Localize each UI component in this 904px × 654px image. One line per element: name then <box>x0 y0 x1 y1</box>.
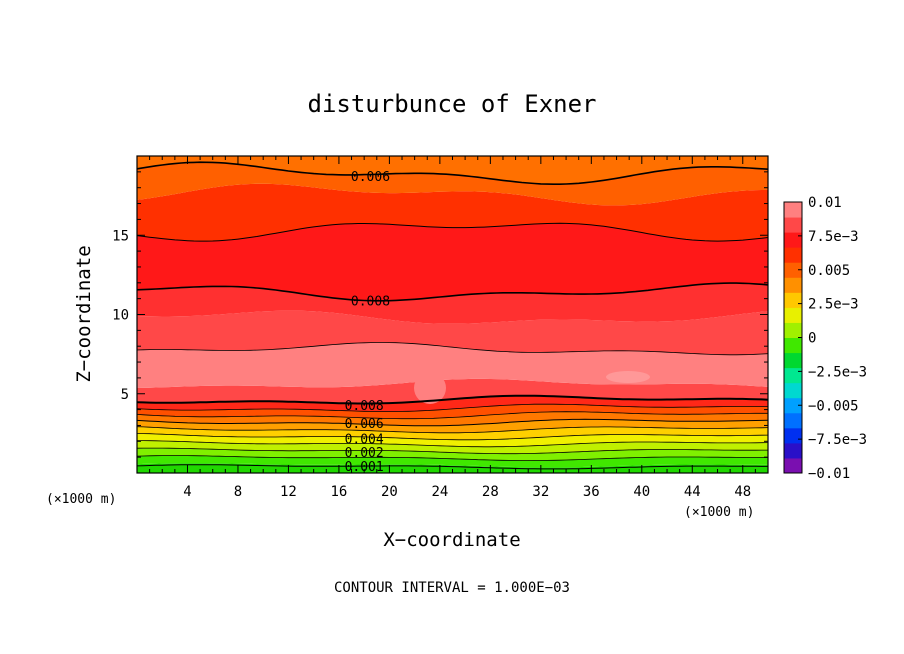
y-axis-title: Z−coordinate <box>73 245 95 382</box>
colorbar-tick-label-8: −0.01 <box>808 466 850 482</box>
x-tick-label-44: 44 <box>684 484 701 500</box>
contour-label-0: 0.006 <box>351 170 390 185</box>
colorbar-swatch-17 <box>784 202 802 218</box>
contour-label-6: 0.001 <box>345 460 384 475</box>
colorbar-swatch-6 <box>784 367 802 384</box>
colorbar-tick-label-3: 2.5e−3 <box>808 297 859 313</box>
x-unit-label-right: (×1000 m) <box>684 505 754 520</box>
contour-line-10 <box>137 342 768 356</box>
y-tick-label-15: 15 <box>112 228 129 244</box>
contour-label-1: 0.008 <box>351 295 390 310</box>
contour-line-5 <box>137 426 768 434</box>
colorbar-swatch-8 <box>784 337 802 354</box>
y-axis-ticks: 5 10 15 <box>112 171 768 458</box>
colorbar-swatch-10 <box>784 307 802 323</box>
contour-label-5: 0.002 <box>345 446 384 461</box>
contour-line-13 <box>137 161 768 185</box>
contour-band-7 <box>137 411 768 426</box>
colorbar-swatch-16 <box>784 217 802 233</box>
colorbar-tick-label-7: −7.5e−3 <box>808 432 867 448</box>
contour-band-12 <box>137 310 768 355</box>
colorbar: 0.01 7.5e−3 0.005 2.5e−3 0 −2.5e−3 −0.005 −7.5e… <box>783 195 867 482</box>
contour-line-7 <box>137 411 768 420</box>
contour-line-9 <box>137 394 768 405</box>
contour-highlight-blobs <box>414 371 650 404</box>
x-tick-label-36: 36 <box>583 484 600 500</box>
contour-band-16 <box>137 162 768 206</box>
x-tick-label-32: 32 <box>532 484 549 500</box>
contour-label-3: 0.006 <box>345 417 384 432</box>
colorbar-swatch-5 <box>784 382 802 399</box>
contour-bump-mid <box>414 372 446 404</box>
contour-band-14 <box>137 223 768 301</box>
colorbar-swatch-9 <box>784 322 802 338</box>
x-tick-label-48: 48 <box>734 484 751 500</box>
contour-blob-right <box>606 371 650 383</box>
contour-line-11 <box>137 282 768 302</box>
colorbar-swatch-4 <box>784 397 802 414</box>
colorbar-swatch-0 <box>784 457 802 474</box>
chart-title: disturbunce of Exner <box>308 90 597 118</box>
contour-line-3 <box>137 440 768 448</box>
contour-line-2 <box>137 447 768 455</box>
contour-label-2: 0.008 <box>345 399 384 414</box>
y-tick-label-10: 10 <box>112 308 129 324</box>
colorbar-swatch-2 <box>784 427 802 444</box>
x-axis-title: X−coordinate <box>383 529 520 551</box>
contour-line-12 <box>137 222 768 242</box>
colorbar-swatch-11 <box>784 292 802 308</box>
x-tick-label-40: 40 <box>633 484 650 500</box>
contour-line-1 <box>137 455 768 461</box>
colorbar-swatch-1 <box>784 442 802 459</box>
colorbar-swatch-12 <box>784 277 802 293</box>
contour-line-4 <box>137 433 768 441</box>
x-tick-label-28: 28 <box>482 484 499 500</box>
contour-line-0 <box>137 464 768 470</box>
x-tick-label-12: 12 <box>280 484 297 500</box>
colorbar-swatch-14 <box>784 247 802 263</box>
colorbar-tick-label-2: 0.005 <box>808 263 850 279</box>
x-tick-label-16: 16 <box>330 484 347 500</box>
contour-band-8 <box>137 404 768 419</box>
colorbar-swatch-13 <box>784 262 802 278</box>
contour-lines <box>137 161 768 470</box>
colorbar-tick-label-0: 0.01 <box>808 195 842 211</box>
contour-label-4: 0.004 <box>345 432 384 447</box>
contour-line-8 <box>137 403 768 412</box>
colorbar-swatch-3 <box>784 412 802 429</box>
colorbar-tick-label-1: 7.5e−3 <box>808 229 859 245</box>
contour-fill-bands <box>137 156 768 473</box>
colorbar-tick-label-6: −0.005 <box>808 398 859 414</box>
contour-band-0 <box>137 463 768 473</box>
x-tick-label-24: 24 <box>431 484 448 500</box>
x-axis-ticks: 4 8 12 16 20 24 28 32 36 40 44 48 <box>149 156 756 500</box>
x-tick-label-20: 20 <box>381 484 398 500</box>
contour-line-6 <box>137 418 768 427</box>
colorbar-swatch-7 <box>784 352 802 369</box>
colorbar-swatch-15 <box>784 232 802 248</box>
colorbar-tick-label-5: −2.5e−3 <box>808 364 867 380</box>
x-tick-label-4: 4 <box>183 484 191 500</box>
x-unit-label-left: (×1000 m) <box>46 492 116 507</box>
contour-band-17 <box>137 156 768 185</box>
contour-band-10 <box>137 378 768 404</box>
y-tick-label-5: 5 <box>121 387 129 403</box>
colorbar-tick-label-4: 0 <box>808 331 816 347</box>
contour-interval-note: CONTOUR INTERVAL = 1.000E−03 <box>334 580 570 596</box>
x-tick-label-8: 8 <box>234 484 242 500</box>
